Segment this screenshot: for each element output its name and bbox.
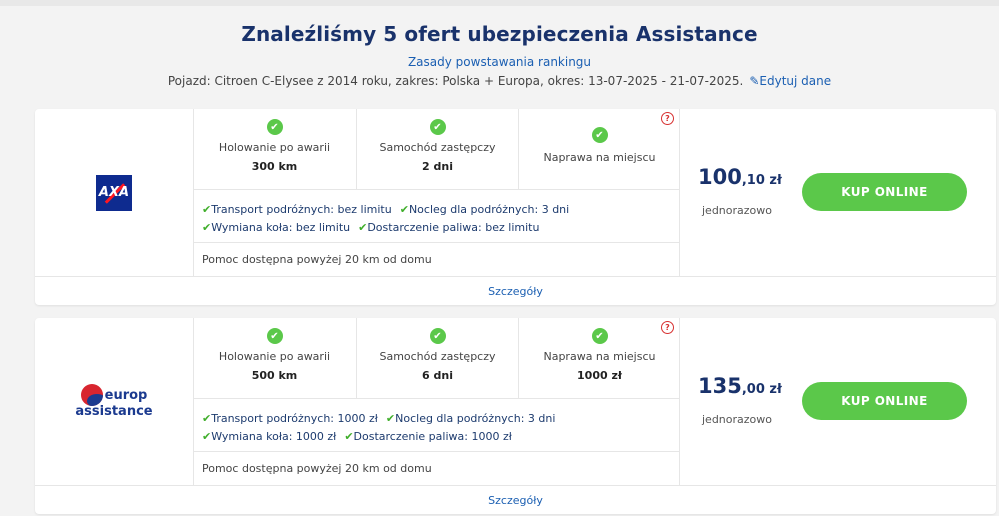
check-icon: ✔ — [358, 221, 368, 234]
offer-card-europ-assistance: europ assistance ✔ Holowanie po awarii 5… — [35, 318, 996, 514]
question-circle-icon[interactable]: ? — [661, 112, 674, 125]
page-title: Znaleźliśmy 5 ofert ubezpieczenia Assist… — [241, 22, 758, 46]
feature-label: Holowanie po awarii — [218, 350, 331, 363]
price-main: 100 — [698, 165, 742, 189]
edit-data-link[interactable]: Edytuj dane — [759, 74, 832, 88]
extra-item: Wymiana koła: 1000 zł — [211, 430, 337, 443]
buy-online-button[interactable]: KUP ONLINE — [802, 173, 967, 211]
price-cell: 100,10 zł jednorazowo — [678, 109, 782, 276]
extra-item: Dostarczenie paliwa: 1000 zł — [353, 430, 512, 443]
europ-assistance-logo: europ assistance — [75, 384, 153, 419]
logo-word-europ: europ — [104, 387, 148, 403]
price: 135,00 zł — [698, 374, 782, 398]
extras-line: ✔Transport podróżnych: 1000 zł ✔Nocleg dl… — [202, 412, 555, 425]
price-note: jednorazowo — [702, 413, 773, 426]
feature-replacement-car: ✔ Samochód zastępczy 6 dni — [356, 318, 518, 398]
extra-item: Nocleg dla podróżnych: 3 dni — [408, 203, 570, 216]
help-distance-note: Pomoc dostępna powyżej 20 km od domu — [202, 253, 432, 266]
feature-label: Naprawa na miejscu — [543, 151, 656, 164]
feature-value: 1000 zł — [577, 369, 622, 382]
feature-row: ✔ Holowanie po awarii 300 km ✔ Samochód … — [194, 109, 679, 190]
check-circle-icon: ✔ — [591, 328, 608, 344]
results-header: Znaleźliśmy 5 ofert ubezpieczenia Assist… — [0, 14, 999, 88]
check-circle-icon: ✔ — [266, 119, 283, 135]
price-main: 135 — [698, 374, 742, 398]
price-cents: ,00 zł — [741, 382, 782, 397]
insurer-logo-cell: AXA — [35, 109, 193, 276]
price: 100,10 zł — [698, 165, 782, 189]
check-icon: ✔ — [385, 412, 396, 425]
price-cents: ,10 zł — [741, 173, 782, 188]
buy-online-button[interactable]: KUP ONLINE — [802, 382, 967, 420]
extra-item: Nocleg dla podróżnych: 3 dni — [395, 412, 556, 425]
details-link[interactable]: Szczegóły — [35, 276, 996, 306]
check-circle-icon: ✔ — [429, 119, 446, 135]
help-distance-note: Pomoc dostępna powyżej 20 km od domu — [202, 462, 432, 475]
feature-label: Holowanie po awarii — [218, 141, 331, 154]
feature-towing: ✔ Holowanie po awarii 300 km — [194, 109, 355, 189]
search-summary: Pojazd: Citroen C-Elysee z 2014 roku, za… — [0, 74, 999, 88]
extra-benefits: ✔Transport podróżnych: bez limitu ✔Nocleg… — [194, 190, 679, 243]
europ-assistance-logo-mark — [80, 384, 103, 406]
check-icon: ✔ — [399, 203, 409, 216]
offer-card-axa: AXA ✔ Holowanie po awarii 300 km ✔ Samoc… — [35, 109, 996, 305]
ranking-rules-link[interactable]: Zasady powstawania rankingu — [407, 55, 592, 69]
feature-onsite-repair: ✔ Naprawa na miejscu ? — [518, 109, 680, 189]
extra-item: Dostarczenie paliwa: bez limitu — [367, 221, 540, 234]
top-bar — [0, 0, 999, 6]
coverage-grid: ✔ Holowanie po awarii 500 km ✔ Samochód … — [193, 318, 680, 485]
check-icon: ✔ — [202, 430, 212, 443]
extra-item: Wymiana koła: bez limitu — [211, 221, 351, 234]
logo-word-assistance: assistance — [75, 404, 153, 419]
axa-logo-text: AXA — [98, 184, 130, 200]
search-summary-text: Pojazd: Citroen C-Elysee z 2014 roku, za… — [167, 74, 744, 88]
feature-towing: ✔ Holowanie po awarii 500 km — [194, 318, 355, 398]
feature-onsite-repair: ✔ Naprawa na miejscu 1000 zł ? — [518, 318, 680, 398]
insurer-logo-cell: europ assistance — [35, 318, 193, 485]
feature-value: 300 km — [251, 160, 298, 173]
feature-replacement-car: ✔ Samochód zastępczy 2 dni — [356, 109, 518, 189]
pencil-icon[interactable]: ✎ — [749, 74, 760, 88]
feature-label: Samochód zastępczy — [379, 350, 496, 363]
price-cell: 135,00 zł jednorazowo — [678, 318, 782, 485]
feature-row: ✔ Holowanie po awarii 500 km ✔ Samochód … — [194, 318, 679, 399]
feature-value: 2 dni — [422, 160, 453, 173]
check-circle-icon: ✔ — [266, 328, 283, 344]
check-icon: ✔ — [202, 203, 212, 216]
check-icon: ✔ — [202, 412, 212, 425]
check-circle-icon: ✔ — [591, 127, 608, 143]
axa-logo: AXA — [96, 174, 132, 211]
check-circle-icon: ✔ — [429, 328, 446, 344]
price-note: jednorazowo — [702, 204, 773, 217]
extras-line: ✔Wymiana koła: bez limitu ✔Dostarczenie p… — [202, 221, 539, 234]
feature-value: 500 km — [251, 369, 298, 382]
question-circle-icon[interactable]: ? — [661, 321, 674, 334]
details-link[interactable]: Szczegóły — [35, 485, 996, 515]
feature-value: 6 dni — [422, 369, 453, 382]
extras-line: ✔Transport podróżnych: bez limitu ✔Nocleg… — [202, 203, 569, 216]
extra-item: Transport podróżnych: bez limitu — [211, 203, 392, 216]
coverage-grid: ✔ Holowanie po awarii 300 km ✔ Samochód … — [193, 109, 680, 276]
check-icon: ✔ — [344, 430, 354, 443]
extras-line: ✔Wymiana koła: 1000 zł ✔Dostarczenie pali… — [202, 430, 512, 443]
extra-item: Transport podróżnych: 1000 zł — [211, 412, 378, 425]
check-icon: ✔ — [202, 221, 212, 234]
feature-label: Naprawa na miejscu — [543, 350, 656, 363]
feature-label: Samochód zastępczy — [379, 141, 496, 154]
extra-benefits: ✔Transport podróżnych: 1000 zł ✔Nocleg dl… — [194, 399, 679, 452]
